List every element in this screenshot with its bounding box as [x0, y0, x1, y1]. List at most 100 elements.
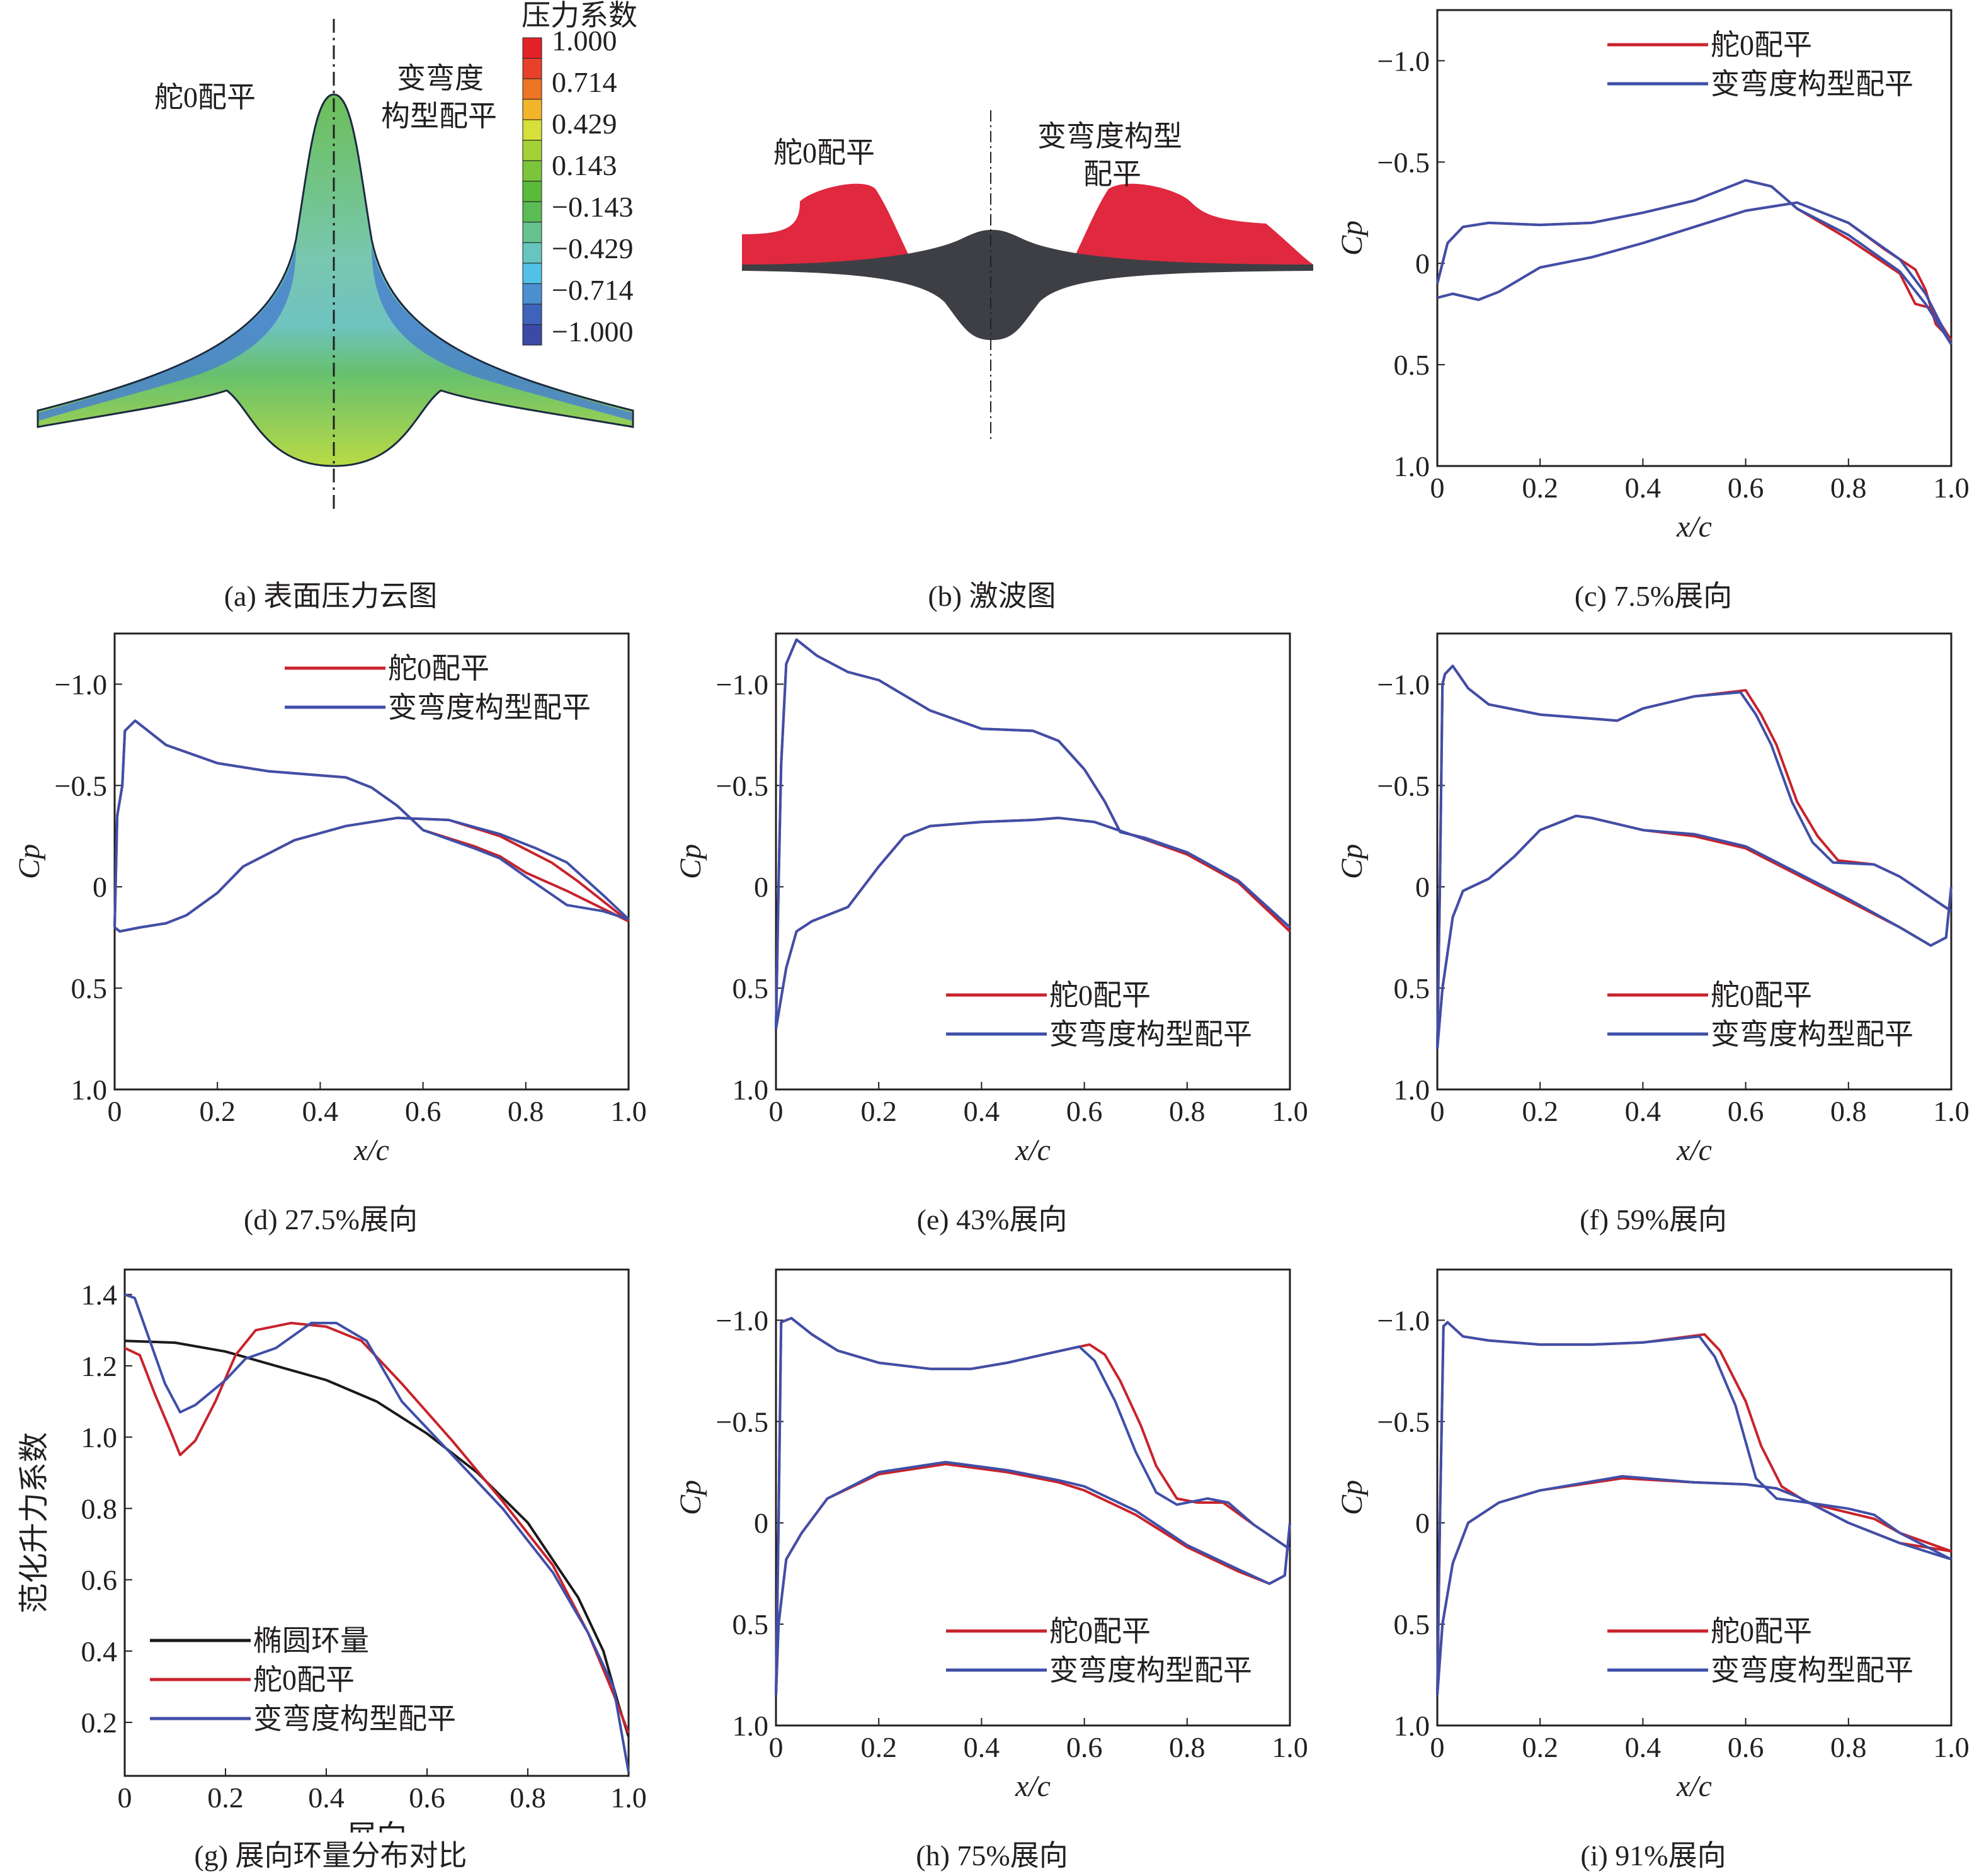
colorbar-swatch [522, 324, 542, 346]
x-tick-label: 1.0 [610, 1782, 647, 1814]
x-tick-label: 0 [1430, 1731, 1445, 1763]
x-tick-label: 0.8 [1830, 472, 1867, 504]
y-tick-label: 0.5 [733, 972, 769, 1004]
y-tick-label: 1.0 [71, 1074, 108, 1106]
chart-c: 0 0.2 0.4 0.6 0.8 1.0 −1.0 −0.5 0 0.5 1.0 x/c Cp 舵0配平… [1335, 9, 1970, 543]
chart-h: 0 0.2 0.4 0.6 0.8 1.0 −1.0 −0.5 0 0.5 1.0 x/c Cp 舵0配平… [674, 1268, 1308, 1803]
x-tick-label: 0.8 [510, 1782, 546, 1814]
series-upper-surface-camber_morph [1436, 1321, 1952, 1695]
series-line-camber_morph [124, 1293, 630, 1773]
caption-e: (e) 43%展向 [916, 1203, 1068, 1236]
series-lower-surface-rudder_zero [1436, 814, 1953, 1049]
colorbar-swatch [522, 283, 542, 305]
legend-label-elliptic: 椭圆环量 [253, 1625, 369, 1657]
caption-c: (c) 7.5%展向 [1574, 580, 1733, 612]
caption-d: (d) 27.5%展向 [244, 1203, 418, 1236]
y-tick-label: −0.5 [1377, 146, 1430, 178]
y-tick-label: −0.5 [55, 770, 107, 802]
colorbar-tick-label: −1.000 [552, 316, 633, 348]
y-tick-label: −0.5 [1377, 770, 1430, 802]
y-tick-label: −1.0 [716, 668, 768, 700]
label-camber-morph-line1: 变弯度构型 [1037, 120, 1182, 152]
y-tick-label: 0.8 [81, 1492, 118, 1525]
y-axis-label: Cp [1335, 1480, 1369, 1515]
x-axis-label: x/c [1676, 1770, 1712, 1803]
label-rudder-zero: 舵0配平 [773, 137, 875, 169]
chart-d: 0 0.2 0.4 0.6 0.8 1.0 −1.0 −0.5 0 0.5 1.0 x/c Cp 舵0配平… [13, 632, 647, 1167]
colorbar: 1.000 0.714 0.429 0.143 −0.143 −0.429 −0.714 −1… [522, 25, 633, 348]
x-tick-label: 1.0 [1933, 1731, 1970, 1763]
y-axis-label: Cp [13, 844, 46, 879]
x-tick-label: 0.6 [1728, 472, 1764, 504]
series-upper-surface-rudder_zero [1436, 179, 1953, 341]
x-tick-label: 0.6 [1066, 1095, 1103, 1127]
pressure-contour-figure: 舵0配平 变弯度 构型配平 1.000 0.714 0.429 0.143 −0.143… [37, 0, 637, 510]
legend-label-camber_morph: 变弯度构型配平 [253, 1703, 456, 1735]
plot-frame [1436, 632, 1953, 1091]
x-tick-label: 0.4 [1625, 472, 1662, 504]
shock-surface-left [742, 183, 913, 264]
x-tick-label: 0.2 [1522, 472, 1558, 504]
series-lower-surface-camber_morph [1436, 814, 1953, 1049]
colorbar-tick-label: 0.714 [552, 66, 617, 98]
label-rudder-zero: 舵0配平 [154, 81, 256, 113]
y-tick-label: 1.0 [1394, 1710, 1430, 1742]
series-upper-surface-camber_morph [1436, 664, 1953, 1049]
colorbar-tick-label: 0.143 [552, 149, 617, 181]
legend-label-rudder_zero: 舵0配平 [1711, 1615, 1812, 1647]
x-tick-label: 0.8 [1830, 1731, 1867, 1763]
x-tick-label: 0.4 [302, 1095, 339, 1127]
colorbar-swatch [522, 119, 542, 141]
series-upper-surface-camber_morph [775, 1317, 1291, 1695]
y-tick-label: 1.2 [81, 1350, 118, 1382]
x-tick-label: 0.2 [207, 1782, 244, 1814]
colorbar-swatch [522, 242, 542, 264]
colorbar-swatch [522, 58, 542, 79]
shock-wave-figure: 舵0配平 变弯度构型 配平 [742, 110, 1313, 441]
series-upper-surface-camber_morph [113, 719, 629, 928]
series-lower-surface-camber_morph [1437, 201, 1953, 345]
y-tick-label: 0.5 [1394, 349, 1430, 381]
x-tick-label: 0.2 [860, 1731, 897, 1763]
x-tick-label: 0 [769, 1731, 784, 1763]
x-tick-label: 0 [1430, 1095, 1445, 1127]
y-tick-label: 0.5 [71, 972, 108, 1004]
chart-g: 0 0.2 0.4 0.6 0.8 1.0 0.2 0.4 0.6 0.8 1.0 1.2 1.4 展向 范… [18, 1268, 647, 1853]
x-axis-label: x/c [1676, 510, 1712, 543]
legend-label-camber_morph: 变弯度构型配平 [1711, 1018, 1913, 1050]
x-axis-label: x/c [1015, 1134, 1051, 1167]
legend-label-rudder_zero: 舵0配平 [1049, 1615, 1151, 1647]
caption-h: (h) 75%展向 [916, 1839, 1068, 1872]
series-lower-surface-rudder_zero [775, 816, 1291, 1029]
plot-frame [775, 632, 1291, 1091]
plot-frame [1436, 1268, 1953, 1727]
y-tick-label: 1.0 [733, 1710, 769, 1742]
colorbar-tick-label: −0.143 [552, 191, 633, 223]
y-tick-label: 0.5 [733, 1608, 769, 1640]
label-camber-morph-line2: 配平 [1083, 158, 1141, 190]
legend-label-rudder_zero: 舵0配平 [388, 652, 489, 685]
y-tick-label: −1.0 [716, 1304, 768, 1336]
x-tick-label: 0.6 [405, 1095, 442, 1127]
legend-label-rudder_zero: 舵0配平 [1049, 979, 1151, 1011]
y-axis-label: Cp [1335, 220, 1369, 256]
y-tick-label: 0.5 [1394, 1608, 1430, 1640]
legend-label-rudder_zero: 舵0配平 [1711, 979, 1812, 1011]
x-tick-label: 1.0 [1933, 1095, 1970, 1127]
x-tick-label: 0 [108, 1095, 122, 1127]
series-upper-surface-rudder_zero [113, 719, 629, 928]
y-axis-label: Cp [674, 1480, 707, 1515]
colorbar-swatch [522, 181, 542, 202]
colorbar-tick-label: −0.429 [552, 232, 633, 264]
y-tick-label: 0 [754, 1507, 768, 1539]
aircraft-body-side [742, 230, 1313, 340]
plot-frame [123, 1268, 630, 1777]
x-tick-label: 0 [118, 1782, 132, 1814]
series-lower-surface-camber_morph [775, 1460, 1291, 1695]
plot-frame [113, 632, 630, 1091]
colorbar-swatch [522, 304, 542, 325]
y-tick-label: 1.0 [1394, 1074, 1430, 1106]
y-axis-label: Cp [674, 844, 707, 879]
colorbar-swatch [522, 222, 542, 243]
x-axis-label: x/c [1015, 1770, 1051, 1803]
